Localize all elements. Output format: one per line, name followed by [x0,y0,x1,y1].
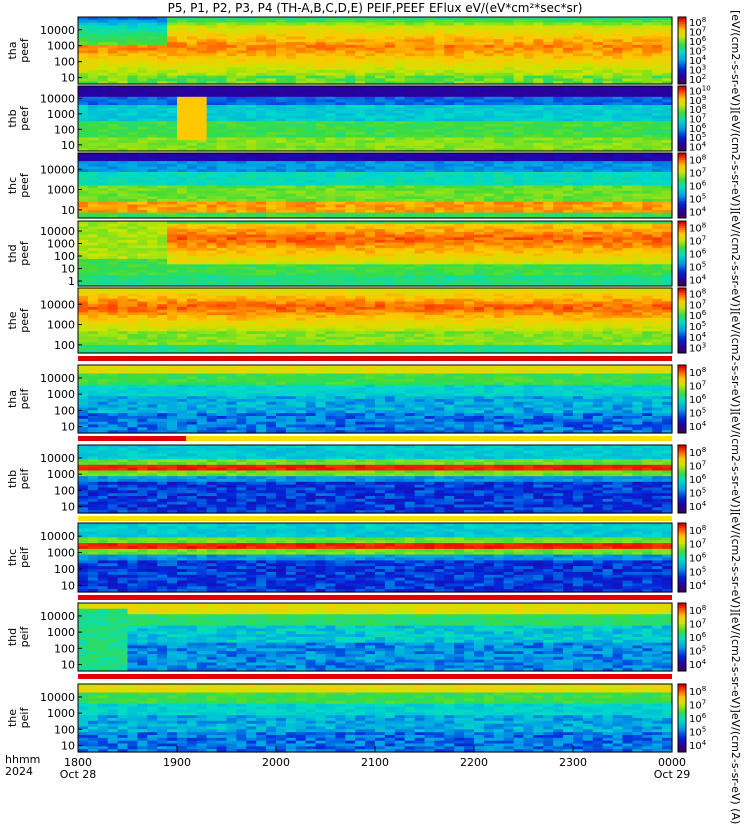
y-tick-label: 10000 [40,92,75,105]
colorbar-cell [678,75,686,78]
y-tick-label: 10 [61,139,75,152]
colorbar-cell [678,62,686,65]
y-tick-label: 1000 [47,108,75,121]
colorbar-tick-label: 1010 [689,85,711,98]
colorbar-cell [678,55,686,58]
y-tick-label: 1000 [47,184,75,197]
y-tick-label: 10 [61,72,75,85]
colorbar-cell [678,42,686,45]
colorbar-tick-label: 107 [689,167,706,180]
y-tick-label: 10000 [40,163,75,176]
y-tick-label: 10 [61,204,75,217]
colorbar-tick-label: 104 [689,206,707,219]
y-axis-label: peef [18,172,31,198]
colorbar-cell [678,22,686,25]
colorbar-tick-label: 105 [689,193,706,206]
spectrogram-figure: P5, P1, P2, P3, P4 (TH-A,B,C,D,E) PEIF,P… [0,0,750,800]
y-tick-label: 100 [54,123,75,136]
colorbar-tick-label: 108 [689,154,706,167]
y-axis-label: peef [18,105,31,131]
colorbar-cell [678,68,686,71]
y-axis-label: peef [18,37,31,63]
colorbar-tick-label: 106 [689,180,707,193]
y-tick-label: 100 [54,56,75,69]
y-tick-label: 10000 [40,24,75,37]
colorbar-cell [678,35,686,38]
colorbar-cell [678,48,686,51]
colorbar-cell [678,28,686,31]
y-tick-label: 1000 [47,40,75,53]
